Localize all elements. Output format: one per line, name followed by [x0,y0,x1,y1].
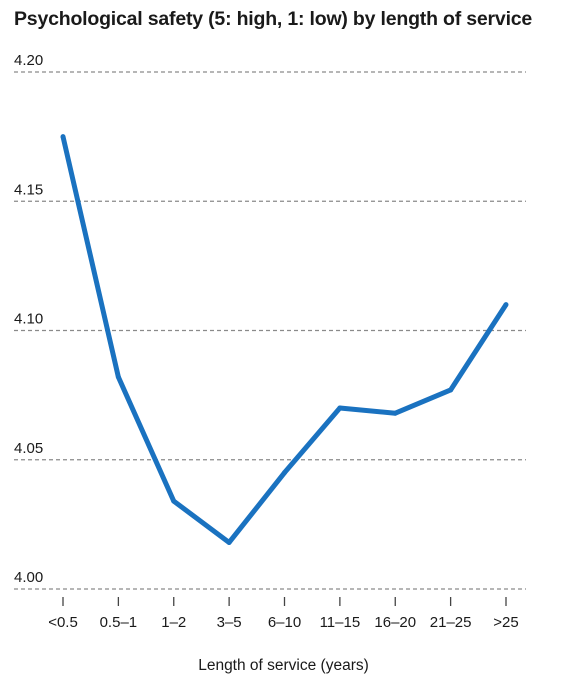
y-tick-labels: 4.20 4.15 4.10 4.05 4.00 [14,52,43,586]
data-point [171,498,177,504]
x-tick-label: 6–10 [268,614,301,631]
y-tick-label: 4.10 [14,311,43,328]
x-tick-label: 11–15 [320,614,361,631]
y-tick-label: 4.15 [14,181,43,198]
series-line [60,136,509,545]
x-tick-label: <0.5 [48,614,78,631]
y-tick-label: 4.00 [14,569,43,586]
data-point [226,539,232,545]
data-point [60,134,66,140]
x-tick-label: 0.5–1 [100,614,138,631]
data-point [503,302,509,308]
x-tick-label: 16–20 [374,614,416,631]
x-ticks: <0.5 0.5–1 1–2 3–5 6–10 11–15 16–20 21–25 >25 [48,597,519,631]
x-tick-label: 21–25 [430,614,472,631]
chart-title: Psychological safety (5: high, 1: low) b… [14,8,533,30]
data-point [448,387,454,393]
x-tick-label: 3–5 [217,614,242,631]
x-tick-label: >25 [493,614,518,631]
data-point [392,410,398,416]
x-tick-label: 1–2 [161,614,186,631]
series-layer [60,134,509,545]
y-tick-label: 4.05 [14,440,43,457]
data-point [115,374,121,380]
data-point [282,470,287,476]
x-axis-title: Length of service (years) [198,657,369,674]
y-tick-label: 4.20 [14,52,43,69]
data-point [337,405,343,411]
gridlines [14,71,526,590]
